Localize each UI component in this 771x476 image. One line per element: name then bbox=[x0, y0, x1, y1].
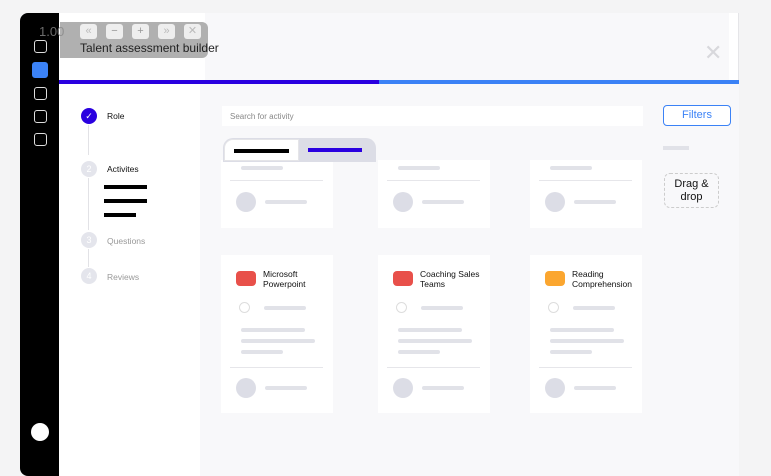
activity-card[interactable]: Coaching Sales Teams bbox=[378, 255, 490, 413]
activity-color-icon bbox=[393, 271, 413, 286]
step-questions[interactable]: Questions bbox=[107, 236, 146, 246]
divider bbox=[88, 178, 89, 230]
close-icon[interactable]: ✕ bbox=[184, 24, 201, 39]
search-input[interactable]: Search for activity bbox=[222, 106, 643, 126]
tab-first[interactable] bbox=[224, 139, 299, 161]
rail-circle-button[interactable] bbox=[31, 423, 49, 441]
step-role[interactable]: Role bbox=[107, 111, 125, 121]
step-reviews[interactable]: Reviews bbox=[107, 272, 140, 282]
left-rail bbox=[20, 13, 59, 476]
activity-card[interactable]: Microsoft Powerpoint bbox=[221, 255, 333, 413]
page-title: Talent assessment builder bbox=[80, 41, 219, 55]
tab-second[interactable] bbox=[308, 148, 362, 152]
activity-title: Reading Comprehension bbox=[572, 269, 633, 289]
step-role-check-icon[interactable]: ✓ bbox=[81, 108, 97, 124]
close-icon[interactable]: ✕ bbox=[704, 40, 723, 65]
filters-button[interactable]: Filters bbox=[663, 105, 731, 126]
drag-drop-zone[interactable]: Drag & drop bbox=[664, 173, 719, 208]
activity-card[interactable] bbox=[221, 160, 333, 228]
activity-card[interactable] bbox=[530, 160, 642, 228]
activity-card[interactable] bbox=[378, 160, 490, 228]
avatar bbox=[545, 378, 565, 398]
redacted-line bbox=[104, 199, 147, 203]
redacted-line bbox=[104, 185, 147, 189]
radio-button[interactable] bbox=[239, 302, 250, 313]
header bbox=[205, 13, 729, 80]
divider bbox=[88, 125, 89, 155]
rail-square-icon[interactable] bbox=[34, 87, 47, 100]
redacted-line bbox=[104, 213, 136, 217]
double-left-icon[interactable]: « bbox=[80, 24, 97, 39]
step-number[interactable]: 3 bbox=[81, 232, 97, 248]
activity-title: Microsoft Powerpoint bbox=[263, 269, 306, 289]
rail-square-icon[interactable] bbox=[34, 133, 47, 146]
activity-card[interactable]: Reading Comprehension bbox=[530, 255, 642, 413]
radio-button[interactable] bbox=[396, 302, 407, 313]
double-right-icon[interactable]: » bbox=[158, 24, 175, 39]
plus-icon[interactable]: + bbox=[132, 24, 149, 39]
minus-icon[interactable]: − bbox=[106, 24, 123, 39]
radio-button[interactable] bbox=[548, 302, 559, 313]
rail-square-icon[interactable] bbox=[34, 40, 47, 53]
avatar bbox=[393, 378, 413, 398]
activity-color-icon bbox=[545, 271, 565, 286]
progress-done bbox=[59, 80, 379, 84]
avatar bbox=[236, 378, 256, 398]
progress-remaining bbox=[378, 80, 739, 84]
activity-color-icon bbox=[236, 271, 256, 286]
step-number[interactable]: 4 bbox=[81, 268, 97, 284]
zoom-level: 1.00 bbox=[39, 24, 65, 39]
rail-square-active-icon[interactable] bbox=[32, 62, 48, 78]
divider bbox=[88, 249, 89, 267]
step-activities[interactable]: Activites bbox=[107, 164, 139, 174]
step-number[interactable]: 2 bbox=[81, 161, 97, 177]
activity-title: Coaching Sales Teams bbox=[420, 269, 480, 289]
rail-square-icon[interactable] bbox=[34, 110, 47, 123]
placeholder-line bbox=[663, 146, 689, 150]
